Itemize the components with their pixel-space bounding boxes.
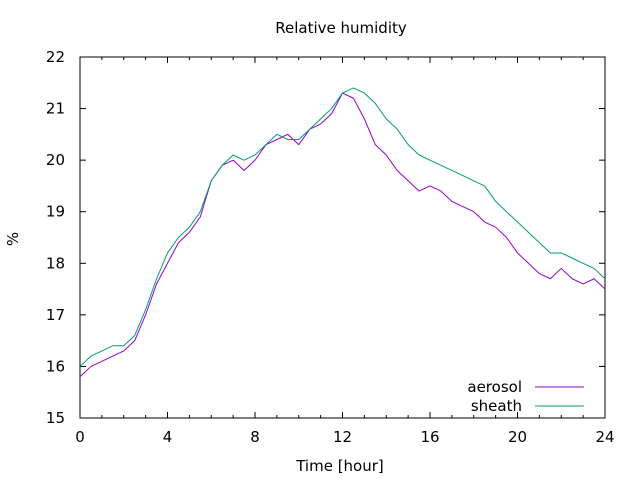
- y-tick-label: 22: [46, 48, 65, 66]
- y-axis-label: %: [4, 232, 22, 246]
- x-tick-label: 0: [75, 428, 85, 446]
- legend-label-aerosol: aerosol: [467, 378, 522, 396]
- series-layer: [79, 87, 606, 378]
- x-tick-label: 12: [333, 428, 352, 446]
- y-tick-label: 18: [46, 254, 65, 272]
- series-line-aerosol: [79, 92, 606, 378]
- y-tick-label: 21: [46, 100, 65, 118]
- x-tick-label: 20: [508, 428, 527, 446]
- x-tick-label: 24: [595, 428, 614, 446]
- plot-frame: [79, 56, 606, 419]
- legend: aerosol sheath: [467, 378, 584, 415]
- y-tick-label: 20: [46, 151, 65, 169]
- y-tick-label: 19: [46, 203, 65, 221]
- x-tick-label: 4: [163, 428, 173, 446]
- axis-ticks: 0 4 8 12 16 20 24 15 16 17 18 19 20 21 22: [46, 48, 615, 446]
- series-line-sheath: [79, 87, 606, 367]
- legend-label-sheath: sheath: [471, 397, 522, 415]
- chart-title: Relative humidity: [275, 19, 407, 37]
- x-axis-label: Time [hour]: [295, 457, 384, 475]
- y-tick-label: 17: [46, 306, 65, 324]
- y-tick-label: 16: [46, 357, 65, 375]
- x-tick-label: 16: [420, 428, 439, 446]
- y-tick-label: 15: [46, 409, 65, 427]
- x-tick-label: 8: [250, 428, 260, 446]
